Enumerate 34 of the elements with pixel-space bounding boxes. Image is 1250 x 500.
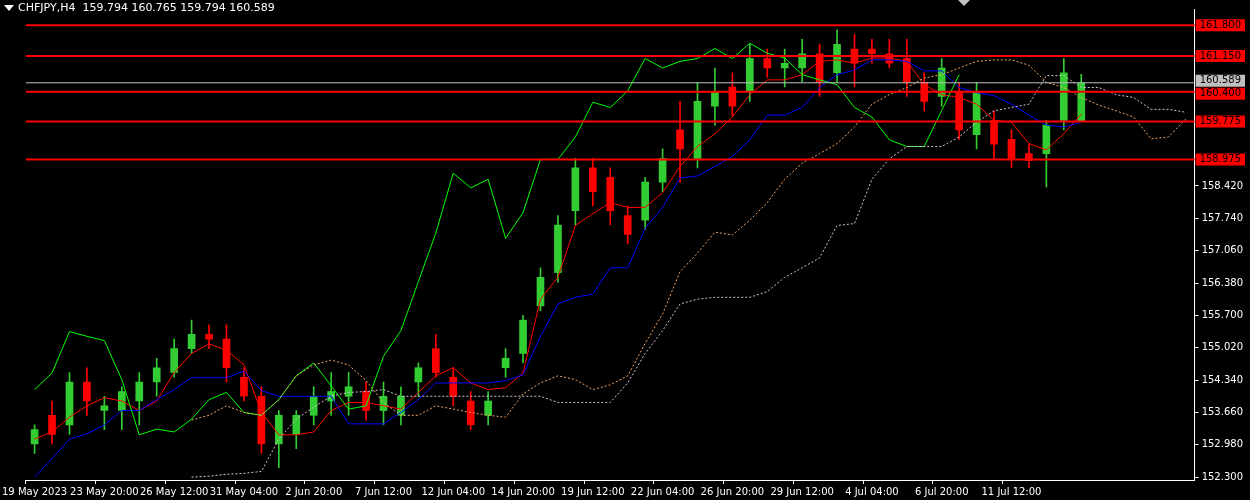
- x-tick-label: 31 May 04:00: [209, 485, 279, 497]
- ref-line-label: 160.400: [1199, 87, 1242, 99]
- ref-line-label: 158.975: [1199, 153, 1242, 165]
- y-tick-label: 152.300: [1201, 470, 1244, 482]
- ref-line-label: 161.150: [1199, 49, 1242, 61]
- ref-line-label: 159.775: [1199, 115, 1242, 127]
- y-tick-label: 155.020: [1201, 341, 1244, 353]
- x-tick-label: 14 Jun 20:00: [491, 485, 555, 497]
- y-tick-label: 152.980: [1201, 438, 1244, 450]
- ref-line-label: 161.800: [1199, 18, 1242, 30]
- x-tick-label: 19 May 2023: [1, 485, 68, 497]
- x-tick-label: 7 Jun 12:00: [354, 485, 413, 497]
- x-tick-label: 19 Jun 12:00: [561, 485, 625, 497]
- ref-line-label: 160.589: [1199, 74, 1242, 86]
- x-tick-label: 12 Jun 04:00: [421, 485, 486, 497]
- x-tick-label: 4 Jul 04:00: [845, 485, 899, 497]
- y-tick-label: 155.700: [1201, 308, 1244, 320]
- x-tick-label: 26 Jun 20:00: [700, 485, 765, 497]
- y-tick-label: 156.380: [1201, 276, 1244, 288]
- y-tick-label: 157.740: [1201, 211, 1244, 223]
- x-tick-label: 22 Jun 04:00: [630, 485, 695, 497]
- y-tick-label: 158.420: [1201, 179, 1244, 191]
- x-tick-label: 23 May 20:00: [70, 485, 139, 497]
- x-tick-label: 29 Jun 12:00: [770, 485, 834, 497]
- line-series: [191, 59, 1187, 421]
- y-tick-label: 153.660: [1201, 406, 1244, 418]
- x-tick-label: 11 Jul 12:00: [981, 485, 1042, 497]
- x-tick-label: 2 Jun 20:00: [285, 485, 343, 497]
- x-tick-label: 6 Jul 20:00: [914, 485, 969, 497]
- y-tick-label: 157.060: [1201, 244, 1244, 256]
- y-tick-label: 154.340: [1201, 373, 1244, 385]
- x-tick-label: 26 May 12:00: [139, 485, 209, 497]
- line-series: [191, 75, 1187, 478]
- chart-title: CHFJPY,H4 159.794 160.765 159.794 160.589: [18, 1, 275, 14]
